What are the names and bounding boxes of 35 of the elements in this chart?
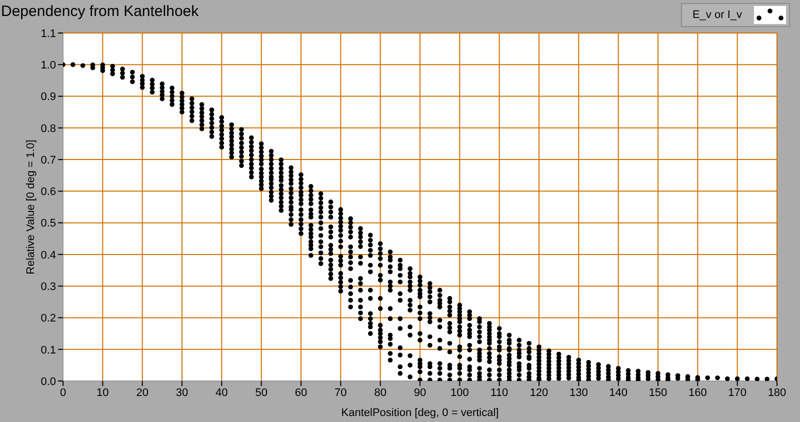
x-tick-label: 150 bbox=[648, 386, 668, 399]
y-tick-label: 0.4 bbox=[40, 249, 56, 262]
legend-label: E_v or I_v bbox=[692, 9, 742, 21]
x-tick-label: 180 bbox=[768, 386, 786, 399]
x-tick-label: 120 bbox=[530, 386, 548, 399]
y-tick-label: 0.1 bbox=[40, 344, 56, 356]
y-tick-label: 0.9 bbox=[40, 91, 56, 104]
chart-title: Dependency from Kantelhoek bbox=[1, 3, 199, 20]
x-tick-label: 0 bbox=[60, 386, 66, 399]
x-tick-label: 70 bbox=[334, 386, 347, 399]
y-tick-label: 0.8 bbox=[40, 122, 56, 135]
x-tick-label: 110 bbox=[490, 386, 508, 399]
y-tick-label: 1.0 bbox=[40, 60, 56, 72]
x-tick-label: 130 bbox=[569, 386, 588, 399]
y-tick-label: 0.5 bbox=[40, 218, 56, 230]
y-tick-label: 1.1 bbox=[40, 28, 56, 40]
y-tick-label: 0.3 bbox=[40, 280, 56, 293]
x-tick-label: 140 bbox=[609, 386, 628, 399]
y-axis-title: Relative Value [0 deg = 1.0] bbox=[24, 140, 37, 274]
x-tick-label: 30 bbox=[176, 386, 188, 399]
x-tick-label: 60 bbox=[294, 386, 308, 399]
x-tick-label: 100 bbox=[450, 386, 469, 399]
x-tick-label: 20 bbox=[136, 386, 148, 399]
x-axis-title: KantelPosition [deg, 0 = vertical] bbox=[341, 407, 499, 419]
x-tick-label: 90 bbox=[414, 386, 426, 399]
x-tick-label: 160 bbox=[688, 386, 707, 399]
y-tick-label: 0.7 bbox=[40, 154, 56, 166]
x-tick-label: 50 bbox=[255, 386, 268, 399]
y-tick-label: 0.0 bbox=[40, 376, 56, 388]
x-tick-label: 80 bbox=[374, 386, 386, 399]
x-tick-label: 170 bbox=[728, 386, 747, 399]
y-tick-label: 0.2 bbox=[40, 312, 56, 325]
x-tick-label: 10 bbox=[96, 386, 109, 399]
x-tick-label: 40 bbox=[216, 386, 228, 399]
y-tick-label: 0.6 bbox=[40, 186, 56, 198]
